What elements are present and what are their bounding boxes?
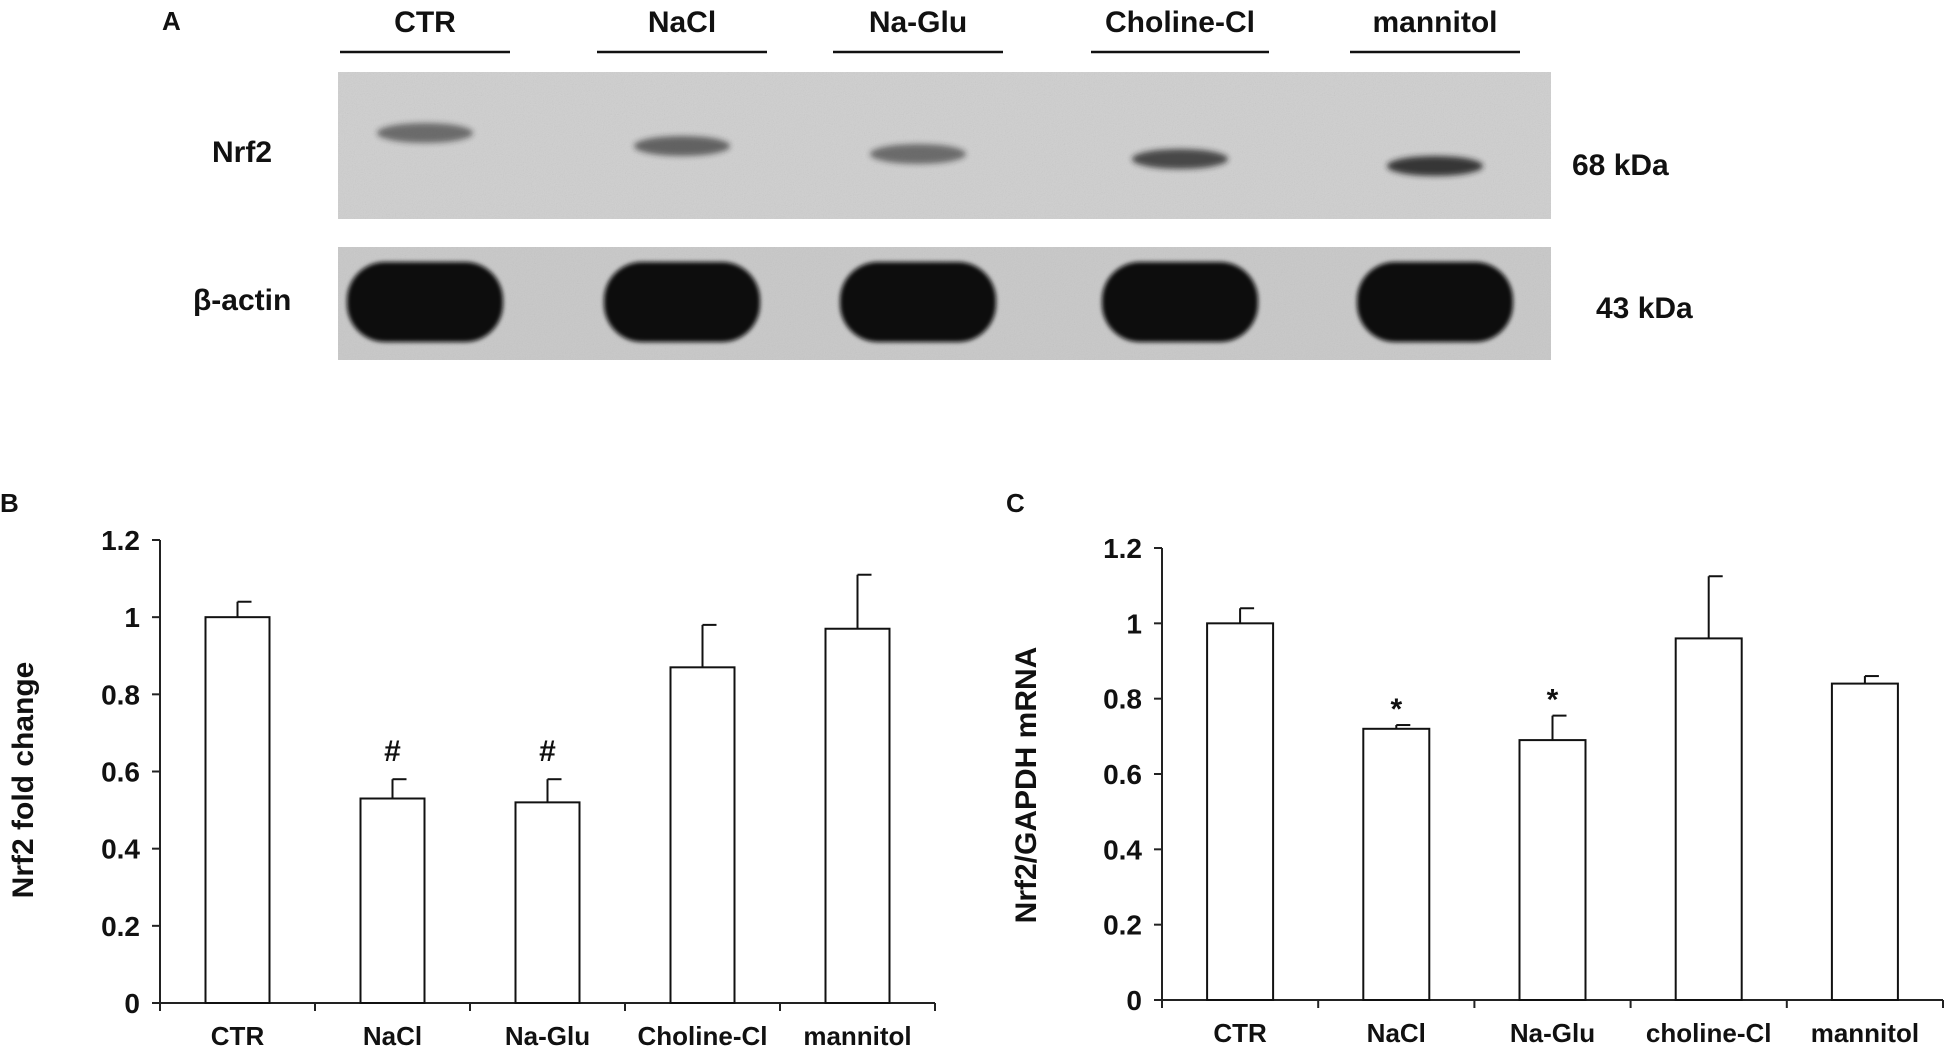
nrf2-band-1 — [634, 136, 730, 156]
significance-mark-1: * — [1390, 693, 1402, 726]
bar-1 — [1362, 727, 1431, 1001]
y-tick-label: 0.4 — [101, 834, 140, 865]
chart-panel-b: B Nrf2 fold change 0 0.2 0.4 0.6 0.8 1 1.2 CTR N… — [0, 488, 936, 1051]
nrf2-band-0 — [377, 123, 473, 143]
bar-0 — [1206, 622, 1275, 1001]
panel-b-label: B — [0, 488, 19, 518]
nrf2-band-2 — [870, 144, 966, 164]
actin-band-0 — [347, 262, 503, 342]
lane-header-0: CTR — [394, 6, 456, 39]
y-tick-label: 0.4 — [1103, 834, 1142, 865]
lane-headers: CTR NaCl Na-Glu Choline-Cl mannitol — [340, 6, 1520, 54]
significance-mark-1: # — [384, 735, 401, 768]
panel-a-label: A — [162, 6, 181, 36]
bar-3 — [669, 666, 736, 1004]
y-tick-label: 0 — [124, 988, 140, 1019]
bar-0 — [204, 616, 271, 1005]
nrf2-band-4 — [1387, 156, 1483, 176]
y-tick-label: 0.8 — [1103, 684, 1142, 715]
lane-header-4: mannitol — [1373, 6, 1498, 39]
y-tick-label: 0.2 — [101, 911, 140, 942]
lane-header-3: Choline-Cl — [1105, 6, 1255, 39]
chart-c-plot: 0 0.2 0.4 0.6 0.8 1 1.2 CTR NaCl * Na-Glu * choline-… — [1103, 533, 1944, 1048]
actin-band-3 — [1102, 262, 1258, 342]
lane-header-2: Na-Glu — [869, 6, 967, 39]
chart-b-plot: 0 0.2 0.4 0.6 0.8 1 1.2 CTR NaCl # Na-Glu # Choline-… — [101, 525, 936, 1051]
chart-panel-c: C Nrf2/GAPDH mRNA 0 0.2 0.4 0.6 0.8 1 1.2 CTR Na… — [1006, 488, 1944, 1048]
lane-header-1: NaCl — [648, 6, 716, 39]
blot-nrf2-size-label: 68 kDa — [1572, 149, 1669, 182]
x-tick-label-3: Choline-Cl — [638, 1021, 768, 1051]
chart-c-ylabel: Nrf2/GAPDH mRNA — [1010, 647, 1043, 924]
bar-3 — [1674, 637, 1743, 1002]
x-tick-label-3: choline-Cl — [1646, 1018, 1772, 1048]
y-tick-label: 1.2 — [1103, 533, 1142, 564]
y-tick-label: 0.6 — [1103, 759, 1142, 790]
bar-4 — [824, 627, 891, 1004]
blot-actin-protein-label: β-actin — [193, 284, 291, 317]
bar-1 — [359, 797, 426, 1005]
y-tick-label: 1 — [124, 602, 140, 633]
chart-b-ylabel: Nrf2 fold change — [7, 662, 40, 899]
x-tick-label-1: NaCl — [1367, 1018, 1426, 1048]
x-tick-label-2: Na-Glu — [1510, 1018, 1595, 1048]
blot-nrf2-protein-label: Nrf2 — [212, 136, 272, 169]
panel-c-label: C — [1006, 488, 1025, 518]
y-tick-label: 1 — [1126, 608, 1142, 639]
blot-nrf2: Nrf2 68 kDa — [212, 72, 1669, 219]
x-tick-label-1: NaCl — [363, 1021, 422, 1051]
actin-bands — [347, 262, 1513, 342]
actin-band-4 — [1357, 262, 1513, 342]
blot-actin-size-label: 43 kDa — [1596, 292, 1693, 325]
y-tick-label: 1.2 — [101, 525, 140, 556]
nrf2-band-3 — [1132, 149, 1228, 169]
bar-2 — [514, 801, 581, 1004]
nrf2-bands — [377, 123, 1483, 176]
y-tick-label: 0 — [1126, 985, 1142, 1016]
blot-actin: β-actin 43 kDa — [193, 247, 1693, 360]
bar-2 — [1518, 739, 1587, 1001]
y-tick-label: 0.8 — [101, 679, 140, 710]
x-tick-label-0: CTR — [211, 1021, 265, 1051]
significance-mark-2: * — [1547, 684, 1559, 717]
significance-mark-2: # — [539, 735, 556, 768]
panel-a-western-blot: A CTR NaCl Na-Glu Choline-Cl mannitol Nrf2 6… — [162, 6, 1693, 360]
blot-nrf2-noise — [338, 72, 1551, 219]
actin-band-1 — [604, 262, 760, 342]
x-tick-label-0: CTR — [1213, 1018, 1267, 1048]
actin-band-2 — [840, 262, 996, 342]
bar-4 — [1830, 682, 1899, 1001]
y-tick-label: 0.2 — [1103, 910, 1142, 941]
x-tick-label-2: Na-Glu — [505, 1021, 590, 1051]
y-tick-label: 0.6 — [101, 757, 140, 788]
x-tick-label-4: mannitol — [1811, 1018, 1919, 1048]
x-tick-label-4: mannitol — [803, 1021, 911, 1051]
